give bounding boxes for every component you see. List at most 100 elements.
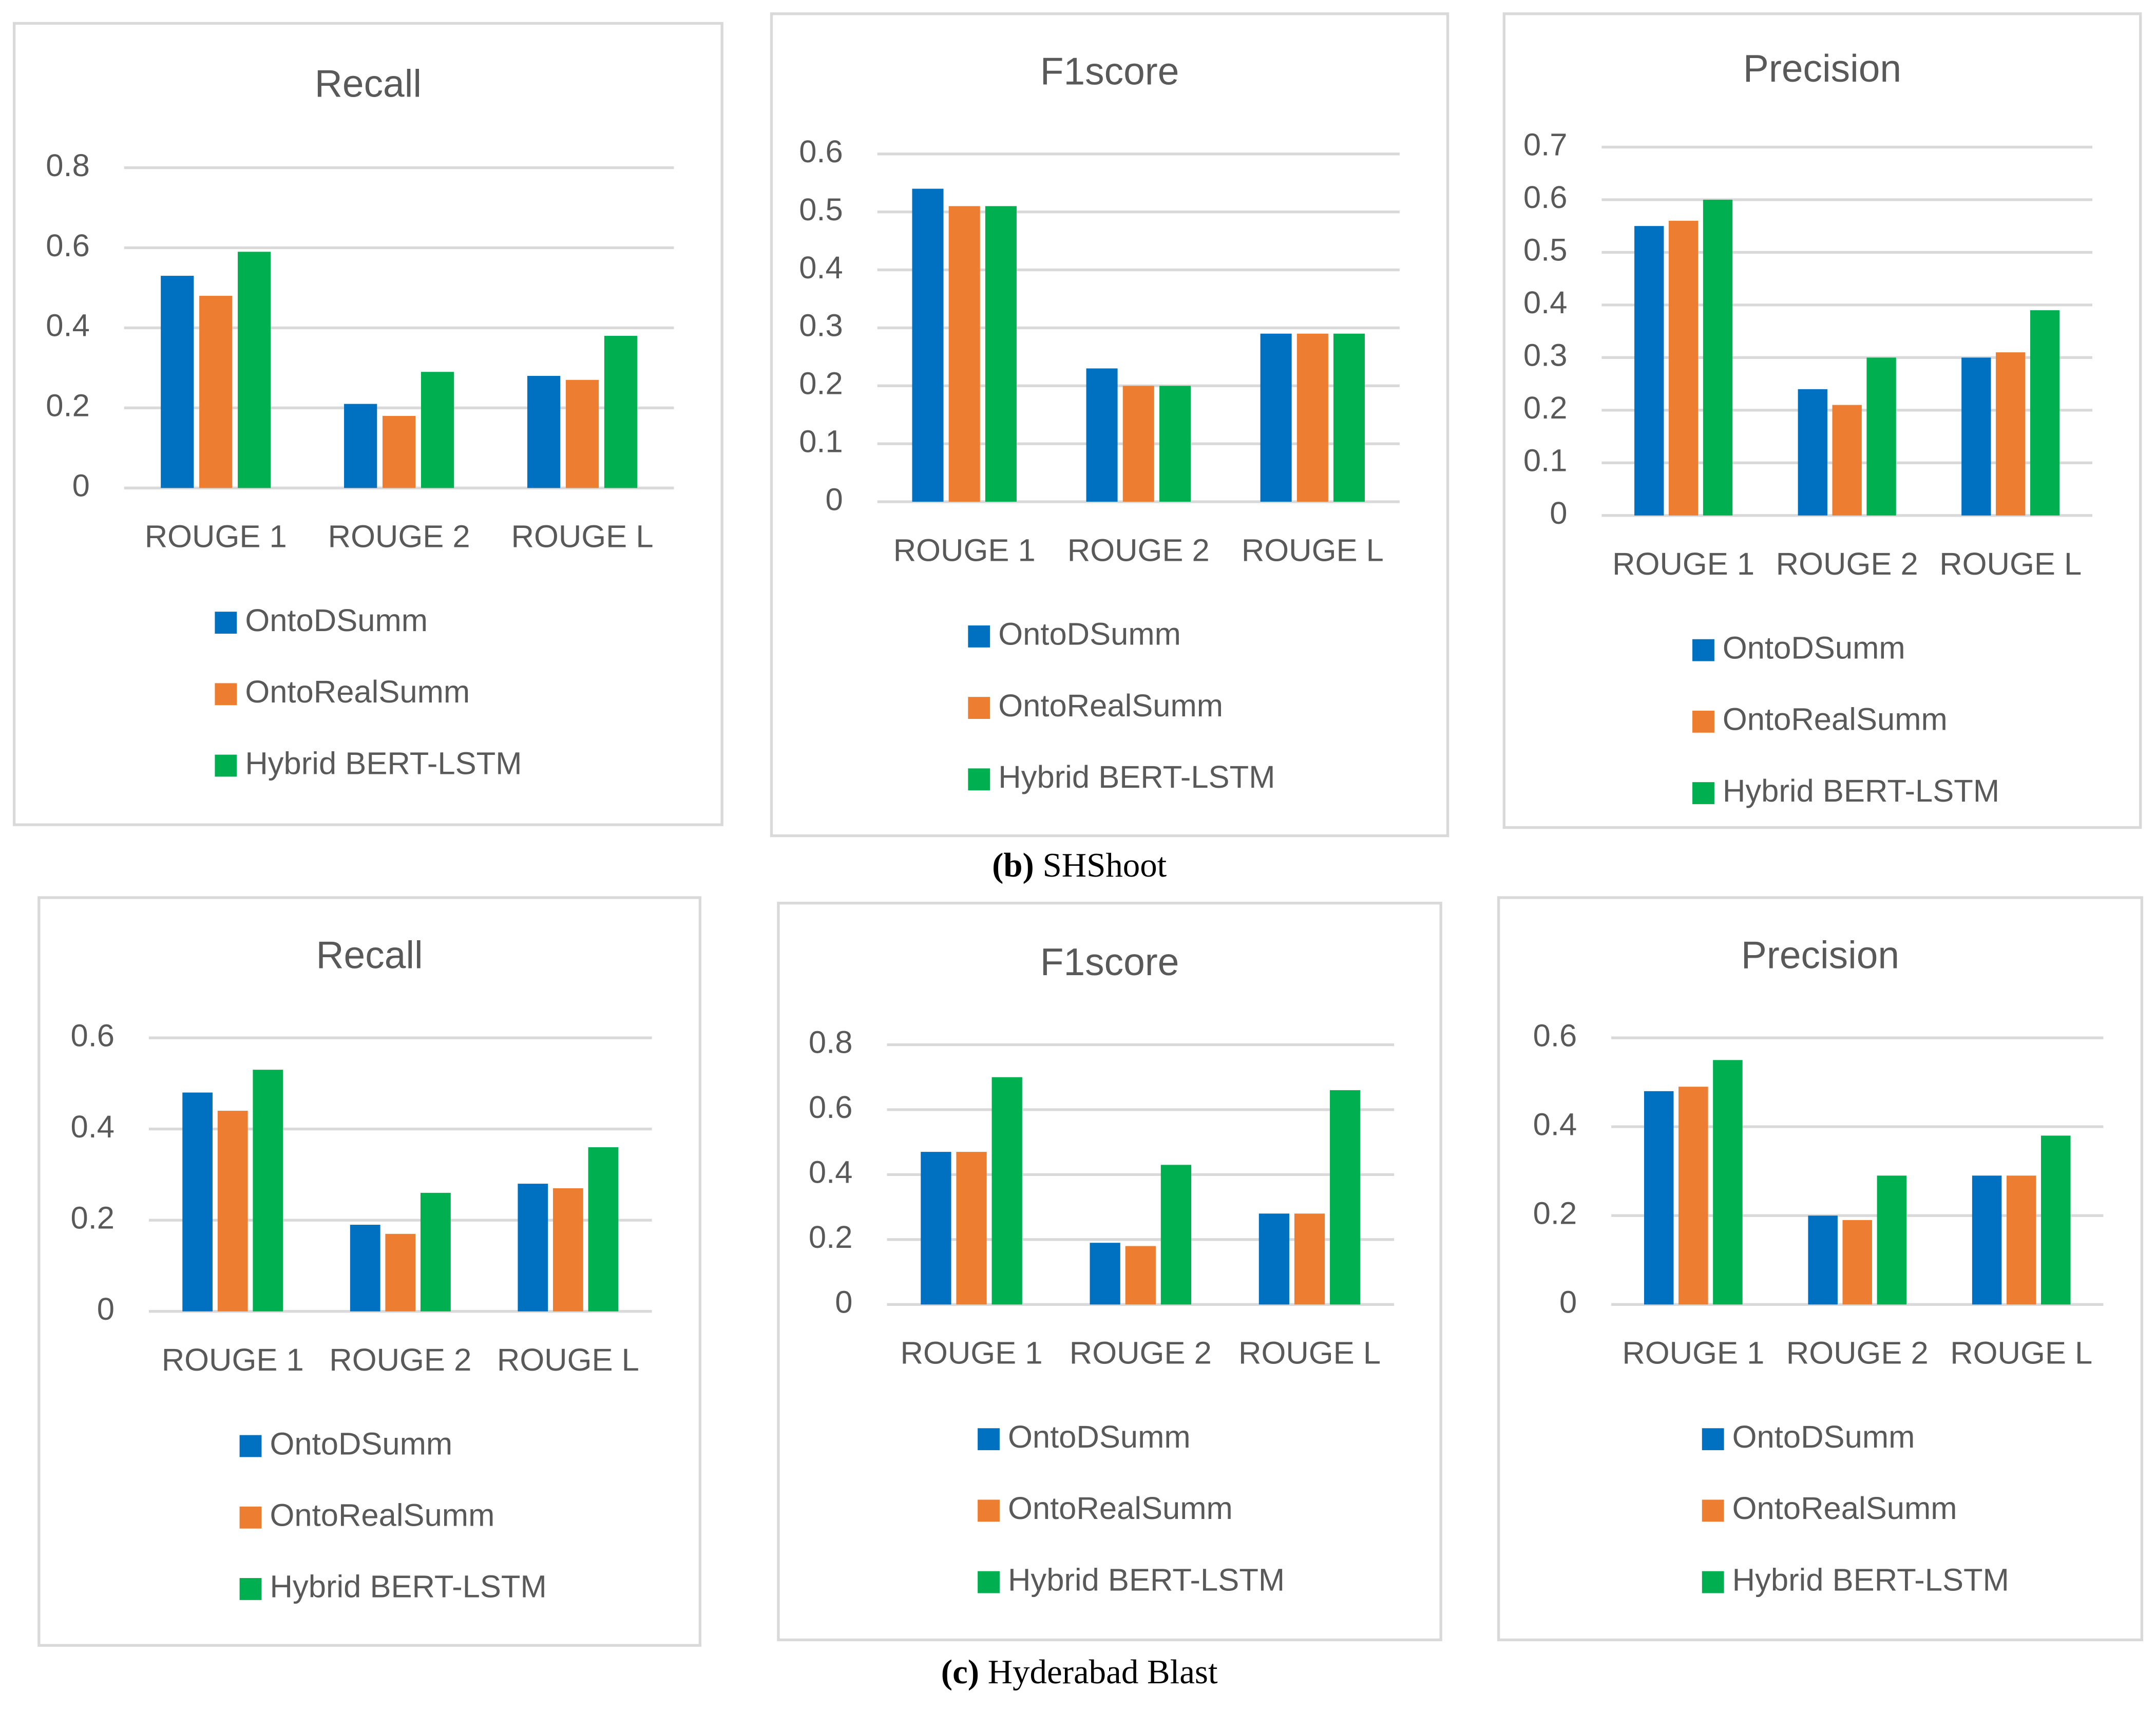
y-tick-label: 0 bbox=[72, 468, 90, 504]
x-tick-label: ROUGE L bbox=[511, 519, 654, 555]
legend-swatch bbox=[968, 697, 990, 719]
caption-text: SHShoot bbox=[1043, 846, 1167, 884]
chart-frame bbox=[777, 902, 1442, 1642]
x-tick-label: ROUGE 1 bbox=[145, 519, 287, 555]
legend-swatch bbox=[968, 768, 990, 791]
y-tick-label: 0.1 bbox=[1523, 443, 1568, 479]
chart-title: Precision bbox=[1741, 934, 1899, 977]
bar bbox=[1090, 1243, 1120, 1305]
bar bbox=[253, 1070, 283, 1312]
legend-swatch bbox=[1692, 639, 1714, 661]
bar bbox=[921, 1152, 951, 1305]
y-tick-label: 0 bbox=[97, 1291, 115, 1327]
y-tick-label: 0 bbox=[826, 482, 843, 517]
caption: (c) Hyderabad Blast bbox=[941, 1653, 1218, 1691]
bar bbox=[552, 1188, 583, 1312]
y-tick-label: 0 bbox=[1559, 1285, 1577, 1320]
chart-title: Precision bbox=[1743, 47, 1901, 90]
legend-swatch bbox=[215, 612, 237, 634]
y-tick-label: 0.2 bbox=[1533, 1195, 1577, 1231]
legend-swatch bbox=[1692, 782, 1714, 804]
y-tick-label: 0.2 bbox=[1523, 390, 1568, 426]
bar bbox=[161, 276, 194, 488]
bar bbox=[985, 206, 1017, 502]
y-tick-label: 0 bbox=[1550, 496, 1567, 531]
bar bbox=[948, 206, 980, 502]
y-tick-label: 0.1 bbox=[799, 424, 843, 459]
chart-frame bbox=[1502, 12, 2142, 829]
chart-title: F1score bbox=[1040, 49, 1179, 92]
bar bbox=[956, 1152, 987, 1305]
bar bbox=[199, 296, 233, 488]
legend-label: Hybrid BERT-LSTM bbox=[998, 759, 1275, 795]
legend-swatch bbox=[1702, 1428, 1724, 1451]
legend-label: Hybrid BERT-LSTM bbox=[1723, 773, 1999, 809]
legend-swatch bbox=[968, 625, 990, 648]
bar bbox=[217, 1111, 248, 1312]
y-tick-label: 0.4 bbox=[70, 1109, 115, 1145]
x-tick-label: ROUGE L bbox=[1238, 1336, 1381, 1371]
x-tick-label: ROUGE L bbox=[1242, 533, 1384, 568]
bar bbox=[527, 375, 561, 488]
caption-label: (c) bbox=[941, 1653, 979, 1691]
bar bbox=[1125, 1246, 1156, 1305]
legend-label: OntoDSumm bbox=[1732, 1419, 1915, 1455]
bar bbox=[1713, 1060, 1743, 1305]
bar bbox=[912, 188, 944, 502]
x-tick-label: ROUGE 2 bbox=[329, 1342, 471, 1378]
bar bbox=[344, 404, 377, 488]
bar bbox=[1294, 1213, 1325, 1305]
legend-label: OntoDSumm bbox=[245, 603, 428, 638]
caption-text: Hyderabad Blast bbox=[988, 1653, 1218, 1691]
x-tick-label: ROUGE 1 bbox=[893, 533, 1036, 568]
legend-label: OntoDSumm bbox=[998, 617, 1181, 652]
chart-frame bbox=[1497, 896, 2144, 1642]
y-tick-label: 0.2 bbox=[809, 1220, 853, 1255]
x-tick-label: ROUGE 2 bbox=[1070, 1336, 1212, 1371]
x-tick-label: ROUGE 1 bbox=[162, 1342, 304, 1378]
x-tick-label: ROUGE 1 bbox=[901, 1336, 1043, 1371]
bar bbox=[238, 252, 271, 488]
legend-swatch bbox=[978, 1499, 1000, 1522]
bar bbox=[1996, 352, 2026, 516]
bar bbox=[1260, 333, 1292, 502]
bar bbox=[1798, 389, 1827, 516]
chart-title: F1score bbox=[1040, 940, 1179, 983]
chart-title: Recall bbox=[315, 62, 422, 105]
bar bbox=[383, 415, 416, 488]
x-tick-label: ROUGE 2 bbox=[1776, 546, 1918, 582]
y-tick-label: 0.6 bbox=[799, 134, 843, 169]
bar bbox=[2041, 1135, 2071, 1305]
chart-frame bbox=[12, 22, 723, 826]
bar bbox=[1159, 386, 1191, 502]
bar bbox=[565, 379, 599, 488]
bar bbox=[1832, 405, 1862, 516]
x-tick-label: ROUGE 2 bbox=[1786, 1336, 1929, 1371]
y-tick-label: 0.3 bbox=[1523, 338, 1568, 373]
legend-label: Hybrid BERT-LSTM bbox=[1732, 1562, 2009, 1598]
bar bbox=[1086, 368, 1118, 502]
legend-swatch bbox=[239, 1578, 262, 1600]
y-tick-label: 0.4 bbox=[1523, 285, 1568, 320]
y-tick-label: 0.2 bbox=[799, 366, 843, 402]
y-tick-label: 0.6 bbox=[46, 228, 90, 263]
y-tick-label: 0 bbox=[835, 1285, 852, 1320]
chart-frame bbox=[770, 12, 1449, 838]
y-tick-label: 0.2 bbox=[70, 1200, 115, 1236]
legend-swatch bbox=[1692, 710, 1714, 733]
bar bbox=[421, 1192, 451, 1312]
bar bbox=[1296, 333, 1328, 502]
legend-label: OntoDSumm bbox=[1008, 1419, 1191, 1455]
y-tick-label: 0.8 bbox=[46, 148, 90, 183]
chart-frame bbox=[37, 896, 702, 1647]
bar bbox=[385, 1233, 416, 1312]
bar bbox=[1122, 386, 1154, 502]
x-tick-label: ROUGE 2 bbox=[328, 519, 470, 555]
bar bbox=[1160, 1165, 1192, 1305]
bar bbox=[1961, 357, 1991, 516]
legend-label: OntoRealSumm bbox=[998, 688, 1223, 724]
legend-label: OntoRealSumm bbox=[1723, 702, 1948, 737]
bar bbox=[1644, 1091, 1674, 1305]
y-tick-label: 0.2 bbox=[46, 388, 90, 424]
x-tick-label: ROUGE 1 bbox=[1622, 1336, 1764, 1371]
